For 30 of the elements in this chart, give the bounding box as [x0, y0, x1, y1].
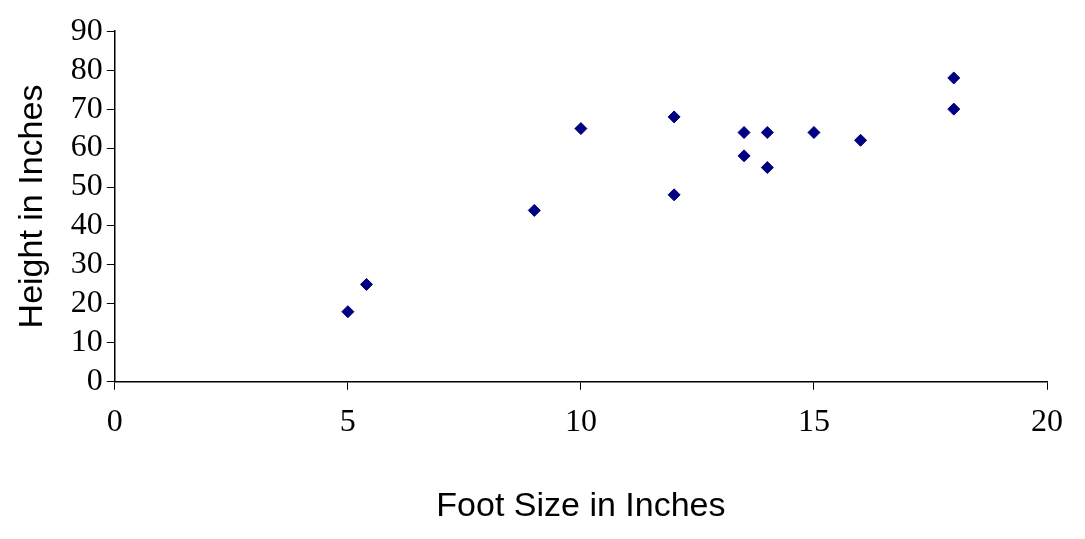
- x-tick-label: 10: [564, 402, 597, 439]
- point: [807, 125, 821, 139]
- point: [667, 110, 681, 124]
- y-tick-label: 0: [86, 361, 103, 398]
- x-tick-label: 15: [797, 402, 830, 439]
- y-tick-label: 10: [70, 322, 103, 359]
- point: [947, 102, 961, 116]
- point: [947, 71, 961, 85]
- y-tick-label: 40: [70, 205, 103, 242]
- y-tick-label: 90: [70, 10, 103, 47]
- x-tick-label: 20: [1031, 402, 1063, 439]
- x-axis-title: Foot Size in Inches: [436, 484, 726, 523]
- y-tick-label: 30: [70, 244, 103, 281]
- point: [760, 125, 774, 139]
- point: [341, 305, 355, 319]
- y-tick-label: 60: [70, 127, 103, 164]
- y-tick-label: 20: [70, 283, 103, 320]
- point: [854, 133, 868, 147]
- point: [359, 277, 373, 291]
- point: [574, 122, 588, 136]
- y-tick-label: 50: [70, 166, 103, 203]
- point: [737, 149, 751, 163]
- point: [760, 161, 774, 175]
- point: [737, 125, 751, 139]
- y-axis-title: Height in Inches: [10, 84, 49, 329]
- y-tick-label: 70: [70, 88, 103, 125]
- x-tick-label: 5: [339, 402, 356, 439]
- point: [527, 203, 541, 217]
- point: [667, 188, 681, 202]
- y-tick-label: 80: [70, 49, 103, 86]
